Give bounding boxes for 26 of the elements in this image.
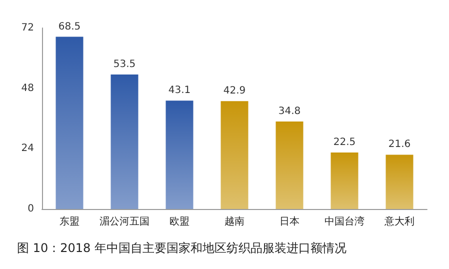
data-label: 22.5	[333, 136, 356, 148]
bar	[110, 74, 138, 209]
bar	[276, 122, 304, 209]
bar	[386, 154, 414, 209]
data-label: 68.5	[58, 21, 81, 32]
y-tick-label: 24	[21, 143, 34, 154]
text: 图 10：2018 年中国自主要国家和地区纺织品服装进口额情况	[17, 241, 346, 255]
x-tick-label: 中国台湾	[324, 216, 364, 228]
x-tick-label: 湄公河五国	[100, 216, 150, 228]
data-label: 53.5	[113, 59, 136, 70]
bar	[220, 101, 248, 209]
data-label: 21.6	[388, 139, 411, 150]
data-label: 34.8	[278, 106, 301, 118]
bar	[330, 152, 358, 209]
x-tick-label: 日本	[280, 216, 300, 228]
y-tick-label: 48	[21, 82, 34, 94]
x-tick-label: 东盟	[60, 216, 80, 228]
bar	[166, 100, 194, 209]
x-tick-label: 意大利	[384, 216, 414, 228]
bar	[56, 36, 84, 209]
x-tick-label: 越南	[224, 216, 244, 228]
y-tick-label: 0	[28, 204, 34, 214]
y-tick-label: 72	[21, 22, 34, 34]
x-tick-label: 欧盟	[170, 216, 190, 228]
data-label: 43.1	[168, 85, 191, 96]
data-label: 42.9	[223, 86, 246, 97]
